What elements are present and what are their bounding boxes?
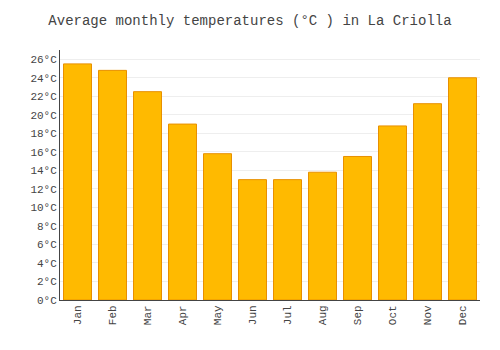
- svg-text:22°C: 22°C: [30, 91, 57, 103]
- svg-text:24°C: 24°C: [30, 73, 57, 85]
- svg-text:Jun: Jun: [247, 305, 259, 325]
- svg-text:Sep: Sep: [352, 305, 364, 325]
- svg-text:10°C: 10°C: [30, 202, 57, 214]
- svg-text:20°C: 20°C: [30, 110, 57, 122]
- svg-text:May: May: [212, 305, 224, 325]
- svg-text:2°C: 2°C: [37, 276, 57, 288]
- svg-text:26°C: 26°C: [30, 54, 57, 66]
- svg-text:16°C: 16°C: [30, 147, 57, 159]
- svg-text:0°C: 0°C: [37, 295, 57, 307]
- svg-text:Average monthly temperatures (: Average monthly temperatures (°C ) in La…: [48, 13, 451, 29]
- svg-text:Apr: Apr: [177, 305, 189, 325]
- svg-text:Dec: Dec: [457, 305, 469, 325]
- svg-text:14°C: 14°C: [30, 165, 57, 177]
- svg-text:18°C: 18°C: [30, 128, 57, 140]
- svg-text:Jan: Jan: [72, 305, 84, 325]
- svg-text:12°C: 12°C: [30, 184, 57, 196]
- svg-text:6°C: 6°C: [37, 239, 57, 251]
- svg-text:Mar: Mar: [142, 305, 154, 325]
- svg-text:Aug: Aug: [317, 305, 329, 325]
- svg-text:Jul: Jul: [282, 305, 294, 325]
- svg-text:4°C: 4°C: [37, 258, 57, 270]
- svg-text:Nov: Nov: [422, 305, 434, 325]
- svg-text:Feb: Feb: [107, 305, 119, 325]
- svg-text:Oct: Oct: [387, 305, 399, 325]
- svg-text:8°C: 8°C: [37, 221, 57, 233]
